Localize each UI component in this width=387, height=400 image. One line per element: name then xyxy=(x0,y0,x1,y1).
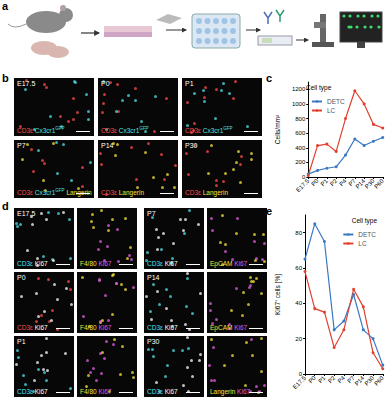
html-text:CD3ε Ki67: CD3ε Ki67 xyxy=(17,260,48,267)
html-text:CD3ε Ki67: CD3ε Ki67 xyxy=(147,388,178,395)
svg-text:800: 800 xyxy=(295,116,306,122)
html-text:CD3ε Ki67: CD3ε Ki67 xyxy=(147,260,178,267)
html-text:CD3ε Cx3cr1GFPLangerin: CD3ε Cx3cr1GFPLangerin xyxy=(17,187,92,196)
svg-text:0: 0 xyxy=(301,174,306,180)
html-text:CD3ε Ki67: CD3ε Ki67 xyxy=(17,388,48,395)
html-text:P0: P0 xyxy=(17,274,26,281)
svg-text:DETC: DETC xyxy=(327,98,345,105)
html-text:P30: P30 xyxy=(147,338,160,345)
html-text:P1: P1 xyxy=(185,80,194,87)
html-text:Langerin Ki67: Langerin Ki67 xyxy=(210,388,251,395)
svg-text:60: 60 xyxy=(295,265,302,271)
html-text:P1: P1 xyxy=(17,338,26,345)
html-text:P7: P7 xyxy=(17,142,26,149)
html-text:P0: P0 xyxy=(101,80,110,87)
html-text:E17.5: E17.5 xyxy=(17,80,36,87)
html-text:P30: P30 xyxy=(185,142,198,149)
html-text:P7: P7 xyxy=(147,210,156,217)
svg-text:80: 80 xyxy=(295,230,302,236)
svg-text:LC: LC xyxy=(327,107,336,114)
html-text:e: e xyxy=(266,205,273,217)
svg-text:P4: P4 xyxy=(337,374,347,384)
svg-text:Ki67⁺ cells [%]: Ki67⁺ cells [%] xyxy=(274,274,282,315)
svg-text:1200: 1200 xyxy=(292,86,306,92)
html-text:CD3ε Ki67: CD3ε Ki67 xyxy=(17,324,48,331)
svg-text:P0: P0 xyxy=(310,177,320,187)
html-text:CD3ε Cx3cr1GFP: CD3ε Cx3cr1GFP xyxy=(17,125,65,134)
html-text:F4/80 Ki67: F4/80 Ki67 xyxy=(80,260,112,267)
html-text:c: c xyxy=(266,72,273,84)
html-text:CD3ε Cx3cr1GFP: CD3ε Cx3cr1GFP xyxy=(101,125,149,134)
svg-text:P14: P14 xyxy=(354,177,367,190)
svg-text:0: 0 xyxy=(298,371,302,377)
svg-text:Cells/mm²: Cells/mm² xyxy=(274,114,281,144)
html-text:EpCAM Ki67: EpCAM Ki67 xyxy=(210,324,248,331)
svg-text:P60: P60 xyxy=(373,177,385,189)
svg-text:1000: 1000 xyxy=(292,101,306,107)
html-text:CD3ε Langerin: CD3ε Langerin xyxy=(185,189,228,196)
svg-text:40: 40 xyxy=(295,300,302,306)
svg-text:P1: P1 xyxy=(320,177,330,187)
svg-text:Cell type: Cell type xyxy=(306,84,332,92)
svg-text:200: 200 xyxy=(295,159,306,165)
html-text:a: a xyxy=(2,0,9,12)
html-text:E17.5: E17.5 xyxy=(17,210,36,217)
html-text:CD3ε Langerin: CD3ε Langerin xyxy=(101,189,144,196)
svg-text:400: 400 xyxy=(295,145,306,151)
html-text:CD3ε Cx3cr1GFP: CD3ε Cx3cr1GFP xyxy=(185,125,233,134)
svg-text:20: 20 xyxy=(295,336,302,342)
html-text:P14: P14 xyxy=(101,142,114,149)
svg-text:P2: P2 xyxy=(329,177,339,187)
svg-text:600: 600 xyxy=(295,130,306,136)
svg-text:P7: P7 xyxy=(347,177,357,188)
svg-text:Cell type: Cell type xyxy=(352,217,378,225)
svg-text:P7: P7 xyxy=(346,374,356,385)
svg-text:E17.5: E17.5 xyxy=(292,374,308,390)
html-text:d: d xyxy=(2,200,9,212)
html-text:EpCAM Ki67: EpCAM Ki67 xyxy=(210,260,248,267)
html-text:CD3ε Ki67: CD3ε Ki67 xyxy=(147,324,178,331)
svg-text:P1: P1 xyxy=(317,374,327,384)
html-text:b: b xyxy=(2,72,9,84)
svg-text:LC: LC xyxy=(358,240,367,247)
svg-text:P14: P14 xyxy=(353,374,366,387)
svg-text:E17.5: E17.5 xyxy=(295,177,311,193)
svg-text:DETC: DETC xyxy=(358,231,376,238)
svg-text:P30: P30 xyxy=(363,374,376,387)
html-text:P14: P14 xyxy=(147,274,160,281)
html-text:F4/80 Ki67: F4/80 Ki67 xyxy=(80,324,112,331)
svg-text:P0: P0 xyxy=(307,374,317,384)
svg-text:P60: P60 xyxy=(373,374,385,386)
svg-text:P30: P30 xyxy=(363,177,376,190)
svg-text:P2: P2 xyxy=(327,374,337,384)
html-text:F4/80 Ki67: F4/80 Ki67 xyxy=(80,388,112,395)
svg-text:P4: P4 xyxy=(338,177,348,187)
